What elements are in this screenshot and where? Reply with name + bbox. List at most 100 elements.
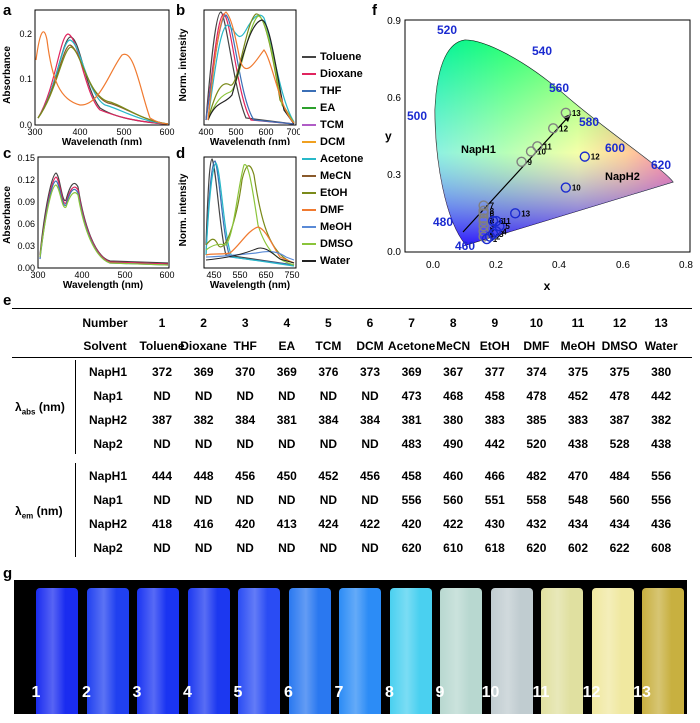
table-cell: ND <box>361 437 379 451</box>
table-cell: 556 <box>401 493 422 507</box>
table-cell: 430 <box>484 517 505 531</box>
table-cell: 556 <box>651 469 672 483</box>
table-solvent-cell: Water <box>644 339 678 353</box>
table-cell: ND <box>278 389 296 403</box>
legend-swatch <box>302 175 316 178</box>
table-cell: 483 <box>401 437 422 451</box>
legend-label: Acetone <box>320 153 364 165</box>
legend-swatch <box>302 107 316 110</box>
vial <box>642 588 684 714</box>
table-solvent-cell: Toluene <box>139 339 185 353</box>
chart-b-curves <box>205 11 295 125</box>
legend-item: MeCN <box>302 169 351 183</box>
cie-point-label: 13 <box>521 209 530 218</box>
abs-label-unit: (nm) <box>35 400 65 414</box>
curve-d-dmso <box>205 164 295 266</box>
chart-c-ytick-2: 0.06 <box>17 219 35 229</box>
legend-label: DMSO <box>320 238 353 250</box>
table-cell: 438 <box>651 437 672 451</box>
table-solvent-cell: DCM <box>356 339 384 353</box>
wl-520: 520 <box>437 23 457 37</box>
table-cell: 610 <box>443 541 464 555</box>
chart-f-xtick-4: 0.8 <box>679 260 693 271</box>
chart-d-xlabel: Wavelength (nm) <box>210 280 290 290</box>
cie-point-label: 7 <box>490 202 495 211</box>
chart-b-xtick-1: 500 <box>228 127 243 137</box>
cie-point-naph2 <box>481 233 492 245</box>
legend-item: Toluene <box>302 50 361 64</box>
curve-b-dmf <box>207 11 295 124</box>
cie-point-naph2 <box>487 215 499 227</box>
table-number-cell: 10 <box>529 316 544 330</box>
cie-point-label: 5 <box>505 222 510 231</box>
vial-label: 13 <box>633 684 651 701</box>
panel-label-g: g <box>3 565 13 582</box>
cie-point-naph2 <box>484 231 496 242</box>
legend-swatch <box>302 226 316 229</box>
table-cell: 384 <box>359 413 381 427</box>
cie-point-label: 10 <box>572 184 581 193</box>
legend-swatch <box>302 90 316 93</box>
vial-label: 4 <box>183 684 192 701</box>
chart-f-ytick-3: 0.9 <box>387 16 401 27</box>
panel-label-a: a <box>3 2 12 19</box>
table-cell: 558 <box>526 493 547 507</box>
cie-point-naph1 <box>478 200 489 211</box>
chart-b-xlabel: Wavelength (nm) <box>210 137 290 145</box>
table-cell: ND <box>319 389 338 403</box>
chart-f-xtick-2: 0.4 <box>552 260 566 271</box>
table-solvent-cell: MeOH <box>560 339 596 353</box>
cie-point-naph1 <box>478 205 489 216</box>
table-cell: 380 <box>651 365 672 379</box>
table-cell: 602 <box>567 541 589 555</box>
cie-point-naph1 <box>547 123 559 134</box>
table-row-name: Nap2 <box>93 437 123 451</box>
label-naph1: NapH1 <box>461 144 496 156</box>
em-label-unit: (nm) <box>33 504 63 518</box>
table-cell: 484 <box>609 469 630 483</box>
table-cell: 442 <box>484 437 505 451</box>
vial <box>591 588 634 714</box>
table-cell: 418 <box>151 517 173 531</box>
legend-item: DCM <box>302 135 345 149</box>
curve-d-dmf <box>205 226 295 264</box>
table-cell: 551 <box>484 493 505 507</box>
vial-label: 2 <box>82 684 91 701</box>
table-cell: 560 <box>443 493 464 507</box>
cie-point-label: 12 <box>559 124 568 133</box>
panel-label-f: f <box>372 2 377 19</box>
table-cell: ND <box>194 493 213 507</box>
table-cell: ND <box>361 493 379 507</box>
vial-label: 3 <box>132 684 142 701</box>
table-solvent-cell: TCM <box>315 339 342 353</box>
table-rule-top <box>12 308 692 309</box>
table-cell: 374 <box>526 365 547 379</box>
cie-point-naph2 <box>560 182 572 193</box>
table-cell: 556 <box>651 493 672 507</box>
table-cell: ND <box>236 541 254 555</box>
cie-point-naph2 <box>487 228 499 240</box>
table-cell: 470 <box>567 469 589 483</box>
vial-label: 6 <box>284 684 293 701</box>
legend-item: DMSO <box>302 237 353 251</box>
legend-label: TCM <box>320 119 344 131</box>
chart-d-frame <box>203 156 297 269</box>
table-cell: 373 <box>359 365 381 379</box>
abs-bracket <box>75 360 76 454</box>
chart-c-xlabel: Wavelength (nm) <box>63 280 143 290</box>
table-cell: 622 <box>609 541 630 555</box>
table-solvent-cell: Acetone <box>387 339 436 353</box>
chart-a-xlabel: Wavelength (nm) <box>62 137 142 145</box>
table-cell: ND <box>236 437 254 451</box>
table-cell: 422 <box>443 517 464 531</box>
table-cell: 416 <box>193 517 214 531</box>
table-cell: 618 <box>484 541 505 555</box>
chart-c-xtick-2: 500 <box>117 270 132 280</box>
table-cell: 458 <box>484 389 505 403</box>
chart-d-xtick-0: 450 <box>206 270 221 280</box>
chart-c-frame <box>37 156 170 269</box>
table-cell: 424 <box>318 517 339 531</box>
chart-c-xtick-3: 600 <box>159 270 174 280</box>
cie-point-label: 3 <box>490 222 495 231</box>
